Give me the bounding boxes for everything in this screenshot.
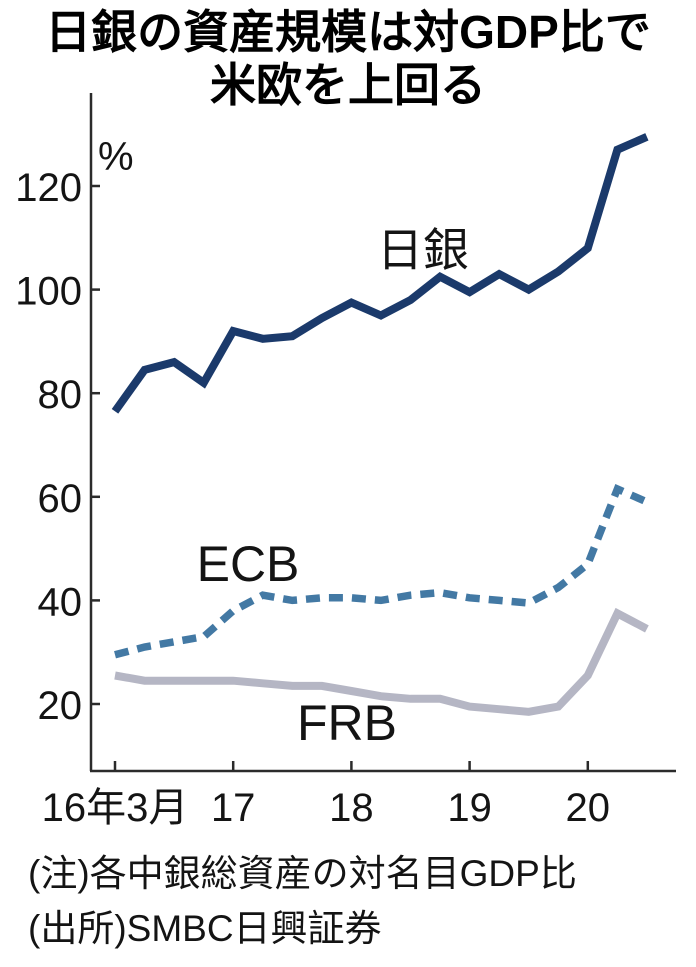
y-tick-label: 120 xyxy=(15,166,82,210)
series-line-frb xyxy=(114,607,649,716)
y-tick-label: 20 xyxy=(38,684,83,728)
x-tick-label: 16年3月 xyxy=(42,786,189,830)
series-line-ecb xyxy=(114,483,649,659)
y-tick-label: 60 xyxy=(38,477,83,521)
x-tick-label: 19 xyxy=(447,786,492,830)
chart-notes: (注)各中銀総資産の対名目GDP比 (出所)SMBC日興証券 xyxy=(28,846,688,956)
y-axis-unit-label: % xyxy=(98,135,134,179)
x-tick-label: 18 xyxy=(329,786,374,830)
y-tick-label: 100 xyxy=(15,270,82,314)
chart-title-line1: 日銀の資産規模は対GDP比で xyxy=(45,6,651,58)
series-label-frb: FRB xyxy=(297,695,397,751)
y-tick-label: 80 xyxy=(38,373,83,417)
chart-note-source-note: (注)各中銀総資産の対名目GDP比 xyxy=(28,853,577,894)
series-line-boj xyxy=(111,133,649,414)
series-label-boj: 日銀 xyxy=(377,224,469,276)
chart-title-line2: 米欧を上回る xyxy=(210,59,486,111)
x-tick-label: 20 xyxy=(566,786,611,830)
chart-note-source: (出所)SMBC日興証券 xyxy=(28,908,382,949)
chart-title: 日銀の資産規模は対GDP比で 米欧を上回る xyxy=(0,6,696,112)
series-label-ecb: ECB xyxy=(197,536,300,592)
x-tick-label: 17 xyxy=(211,786,256,830)
y-tick-label: 40 xyxy=(38,580,83,624)
